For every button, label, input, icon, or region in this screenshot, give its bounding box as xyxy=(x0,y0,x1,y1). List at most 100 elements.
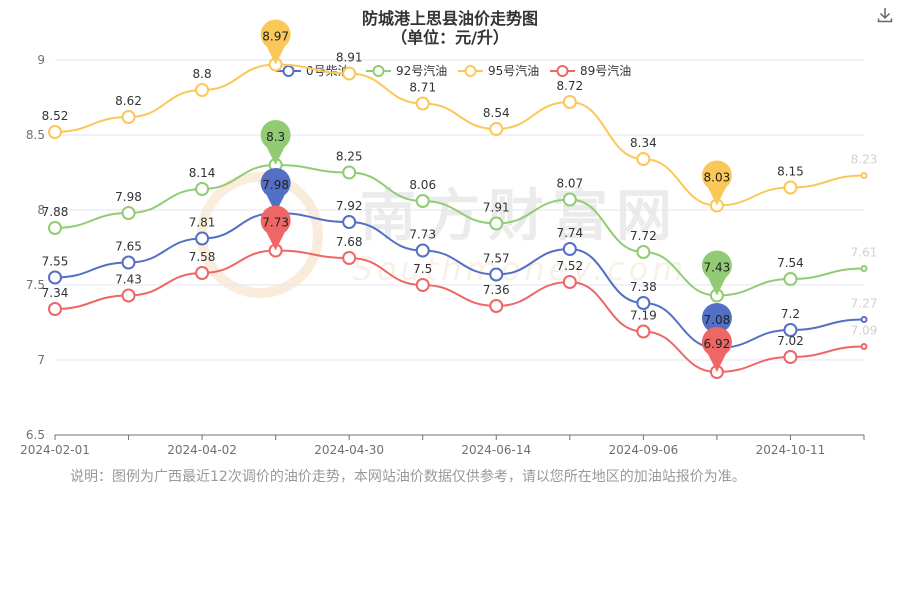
markpoint-label: 8.97 xyxy=(262,30,289,44)
chart-subtitle: （单位：元/升） xyxy=(391,28,509,47)
data-point xyxy=(48,125,62,139)
data-point xyxy=(860,172,868,179)
data-label: 8.62 xyxy=(115,94,142,108)
data-point xyxy=(489,216,504,231)
data-label: 7.91 xyxy=(483,201,510,215)
y-tick-label: 9 xyxy=(37,53,45,67)
markpoint-pin: 8.3 xyxy=(260,120,291,165)
data-label: 8.23 xyxy=(851,153,878,167)
data-label: 8.8 xyxy=(193,67,212,81)
data-point xyxy=(195,182,210,196)
markpoint-shape xyxy=(701,303,732,348)
data-point xyxy=(121,110,136,124)
watermark-latin: Southmoney.com xyxy=(353,250,688,288)
x-tick-label: 2024-06-14 xyxy=(461,443,531,457)
data-label: 7.68 xyxy=(336,235,363,249)
markpoint-shape xyxy=(260,168,291,213)
data-point xyxy=(489,299,504,313)
x-tick-label: 2024-09-06 xyxy=(608,443,678,457)
data-point xyxy=(195,83,210,97)
data-point xyxy=(195,266,210,280)
data-point xyxy=(489,122,504,136)
x-tick-label: 2024-10-11 xyxy=(756,443,826,457)
y-tick-label: 6.5 xyxy=(26,428,45,442)
data-point xyxy=(636,296,651,310)
data-point xyxy=(195,231,210,246)
series-group: 8.52 8.62 8.8 8.91 8.71 8.54 8.72 8.34 8.15 8.23 xyxy=(42,51,878,213)
data-label: 8.14 xyxy=(189,166,216,180)
legend-swatch-marker xyxy=(372,65,385,77)
data-point xyxy=(860,265,868,272)
legend: 0号柴油 92号汽油 95号汽油 89号汽油 xyxy=(276,63,631,78)
data-label: 8.15 xyxy=(777,165,804,179)
download-icon[interactable] xyxy=(876,6,894,24)
data-label: 8.34 xyxy=(630,136,657,150)
data-point xyxy=(562,192,577,207)
data-label: 8.71 xyxy=(409,81,436,95)
markpoint-shape xyxy=(260,205,291,251)
data-label: 7.34 xyxy=(42,286,69,300)
series-group: 7.34 7.43 7.58 7.68 7.5 7.36 7.52 7.19 7.02 7.09 xyxy=(42,235,878,379)
chart-note: 说明：图例为广西最近12次调价的油价走势，本网站油价数据仅供参考，请以您所在地区… xyxy=(70,469,746,485)
markpoint-pin: 7.98 xyxy=(260,168,291,213)
data-point xyxy=(783,180,798,195)
data-point xyxy=(860,343,868,350)
y-tick-label: 7 xyxy=(37,353,45,367)
data-point xyxy=(415,243,430,258)
data-label: 7.43 xyxy=(115,273,142,287)
data-label: 7.61 xyxy=(851,246,878,260)
data-point xyxy=(562,275,577,289)
markpoint-pin: 6.92 xyxy=(701,327,732,372)
data-label: 7.92 xyxy=(336,199,363,213)
y-tick-label: 8 xyxy=(37,203,45,217)
x-tick-label: 2024-04-30 xyxy=(314,443,384,457)
data-point xyxy=(636,324,651,339)
data-label: 7.73 xyxy=(409,228,436,242)
data-point xyxy=(121,206,136,220)
legend-label: 95号汽油 xyxy=(488,63,539,78)
markpoint-label: 7.98 xyxy=(262,178,289,192)
legend-swatch-marker xyxy=(464,65,477,77)
data-label: 7.54 xyxy=(777,256,804,270)
markpoint-shape xyxy=(701,160,732,206)
data-label: 7.2 xyxy=(781,307,800,321)
data-point xyxy=(489,267,504,282)
data-label: 7.81 xyxy=(189,216,216,230)
markpoint-label: 6.92 xyxy=(704,337,731,351)
data-point xyxy=(342,165,357,180)
x-tick-label: 2024-04-02 xyxy=(167,443,237,457)
markpoint-pin: 7.73 xyxy=(260,205,291,251)
data-label: 7.36 xyxy=(483,283,510,297)
data-label: 8.07 xyxy=(556,177,583,191)
data-label: 7.57 xyxy=(483,252,510,266)
data-label: 8.25 xyxy=(336,150,363,164)
legend-label: 92号汽油 xyxy=(396,63,447,78)
data-point xyxy=(48,302,62,316)
markpoint-shape xyxy=(701,327,732,372)
data-label: 8.06 xyxy=(409,178,436,192)
data-label: 7.98 xyxy=(115,190,142,204)
y-tick-label: 7.5 xyxy=(26,278,45,292)
data-label: 7.19 xyxy=(630,309,657,323)
markpoint-shape xyxy=(701,250,732,296)
data-label: 7.5 xyxy=(413,262,432,276)
x-tick-label: 2024-02-01 xyxy=(20,443,90,457)
data-point xyxy=(415,96,430,111)
data-point xyxy=(636,245,651,259)
data-point xyxy=(415,194,430,208)
y-tick-label: 8.5 xyxy=(26,128,45,142)
chart-title: 防城港上思县油价走势图 xyxy=(361,9,538,28)
markpoint-label: 8.03 xyxy=(704,171,731,185)
data-point xyxy=(860,316,868,323)
markpoint-shape xyxy=(260,120,291,165)
data-point xyxy=(121,255,136,270)
data-point xyxy=(342,251,357,265)
series-group: 7.88 7.98 8.14 8.25 8.06 7.91 8.07 7.72 7.54 7.61 xyxy=(42,150,878,303)
markpoint-label: 7.73 xyxy=(262,216,289,230)
data-label: 7.65 xyxy=(115,240,142,254)
data-label: 7.09 xyxy=(851,324,878,338)
data-label: 7.52 xyxy=(556,259,583,273)
data-point xyxy=(342,215,357,229)
data-point xyxy=(636,152,651,166)
